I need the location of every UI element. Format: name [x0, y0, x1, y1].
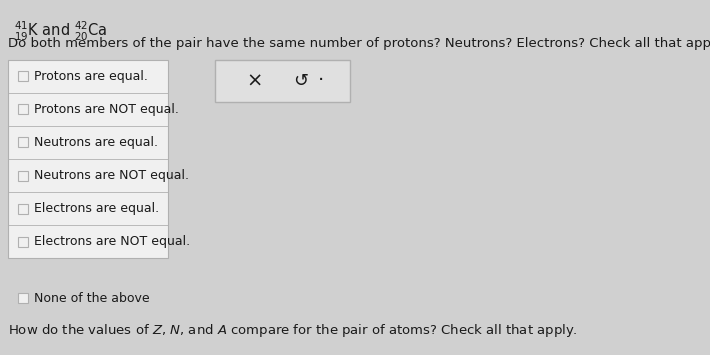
Bar [8, 60, 168, 258]
Text: How do the values of $Z$, $N$, and $A$ compare for the pair of atoms? Check all : How do the values of $Z$, $N$, and $A$ c… [8, 322, 578, 339]
Text: Electrons are equal.: Electrons are equal. [34, 202, 159, 215]
Bar [18, 71, 28, 82]
Text: Neutrons are equal.: Neutrons are equal. [34, 136, 158, 149]
Text: $^{41}_{19}$K and $^{42}_{20}$Ca: $^{41}_{19}$K and $^{42}_{20}$Ca [14, 20, 107, 43]
Bar [18, 104, 28, 115]
Text: ×: × [246, 71, 263, 91]
Text: None of the above: None of the above [34, 291, 150, 305]
Bar [18, 203, 28, 213]
Text: ↺: ↺ [293, 72, 308, 90]
Text: Protons are NOT equal.: Protons are NOT equal. [34, 103, 179, 116]
Text: ·: · [317, 71, 324, 91]
Bar [18, 170, 28, 180]
Bar [18, 137, 28, 147]
Text: Neutrons are NOT equal.: Neutrons are NOT equal. [34, 169, 189, 182]
Bar [215, 60, 350, 102]
Text: Do both members of the pair have the same number of protons? Neutrons? Electrons: Do both members of the pair have the sam… [8, 37, 710, 50]
Bar [18, 236, 28, 246]
Text: Electrons are NOT equal.: Electrons are NOT equal. [34, 235, 190, 248]
Bar [18, 293, 28, 303]
Text: Protons are equal.: Protons are equal. [34, 70, 148, 83]
